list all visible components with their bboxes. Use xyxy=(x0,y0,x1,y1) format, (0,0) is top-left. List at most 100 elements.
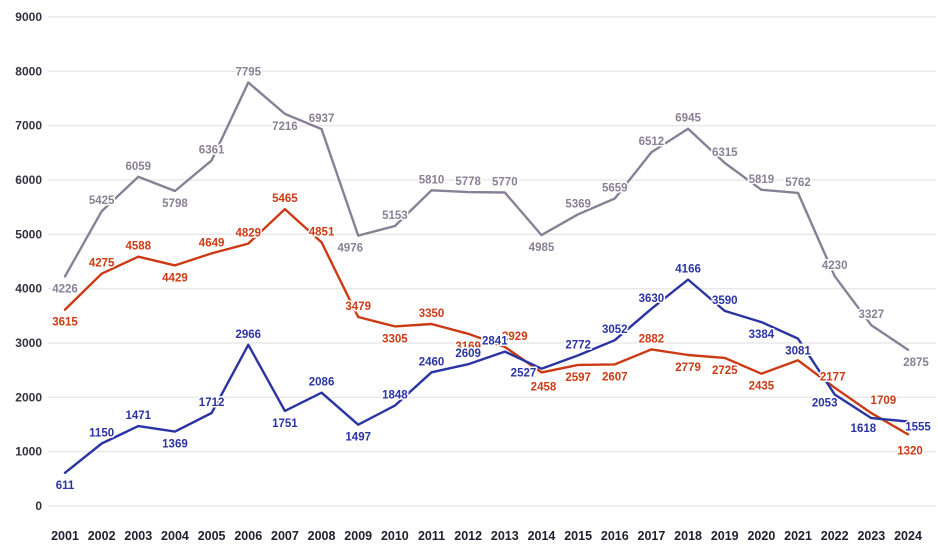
blue-series-point-label: 1150 xyxy=(89,428,114,440)
red-series-point-label: 4275 xyxy=(89,258,115,270)
gray-series-point-label: 7216 xyxy=(272,121,298,133)
blue-series-point-label: 2053 xyxy=(812,397,838,409)
y-axis-tick-label: 1000 xyxy=(15,445,42,459)
x-axis-tick-label: 2023 xyxy=(857,529,885,543)
x-axis-tick-label: 2024 xyxy=(894,529,922,543)
red-series-point-label: 3169 xyxy=(455,341,481,353)
gray-series-point-label: 4976 xyxy=(337,243,363,255)
red-series-point-label: 2882 xyxy=(639,333,665,345)
x-axis-tick-label: 2019 xyxy=(711,529,739,543)
y-axis-tick-label: 6000 xyxy=(15,173,42,187)
blue-series-point-label: 1848 xyxy=(382,390,408,402)
blue-series-point-label: 3590 xyxy=(712,295,738,307)
red-series-point-label: 4649 xyxy=(199,237,225,249)
red-series-line xyxy=(63,207,910,436)
red-series-point-label: 2725 xyxy=(712,365,738,377)
gray-series-point-label: 5659 xyxy=(602,183,628,195)
red-series-point-label: 2597 xyxy=(565,372,591,384)
gray-series-point-label: 5770 xyxy=(492,176,518,188)
gray-series-line xyxy=(63,81,910,351)
gray-series-point-label: 5153 xyxy=(382,210,408,222)
blue-series-point-label: 1369 xyxy=(162,439,188,451)
x-axis-tick-label: 2001 xyxy=(51,529,79,543)
red-series-point-label: 2779 xyxy=(675,362,701,374)
gray-series-point-label: 5369 xyxy=(565,198,591,210)
blue-series-point-label: 2841 xyxy=(482,336,508,348)
y-axis-tick-label: 5000 xyxy=(15,227,42,241)
blue-series-point-label: 1712 xyxy=(199,397,225,409)
blue-series-point-label: 2966 xyxy=(235,329,261,341)
red-series-point-label: 2458 xyxy=(531,381,557,393)
x-axis-tick-label: 2010 xyxy=(381,529,409,543)
gray-series-point-label: 7795 xyxy=(235,66,261,78)
y-axis-tick-label: 9000 xyxy=(15,10,42,24)
x-axis-tick-label: 2002 xyxy=(88,529,116,543)
x-axis-tick-label: 2004 xyxy=(161,529,189,543)
gray-series-point-label: 6937 xyxy=(309,113,335,125)
blue-series-point-label: 4166 xyxy=(675,264,701,276)
blue-series-point-label: 1471 xyxy=(126,410,152,422)
red-series-point-label: 2681 xyxy=(785,344,811,356)
gray-series-point-label: 5778 xyxy=(455,176,481,188)
x-axis-tick-label: 2008 xyxy=(308,529,336,543)
blue-series-line xyxy=(63,278,910,474)
x-axis-tick-label: 2009 xyxy=(344,529,372,543)
y-axis-tick-label: 3000 xyxy=(15,336,42,350)
red-series-point-label: 3350 xyxy=(419,308,445,320)
y-axis-tick-label: 4000 xyxy=(15,282,42,296)
red-series-point-label: 4429 xyxy=(162,272,188,284)
red-series-point-label: 3305 xyxy=(382,333,408,345)
x-axis-tick-label: 2003 xyxy=(124,529,152,543)
blue-series-point-label: 1497 xyxy=(345,432,371,444)
gray-series-point-label: 6512 xyxy=(639,136,665,148)
y-axis-tick-label: 7000 xyxy=(15,119,42,133)
gray-series-point-label: 2875 xyxy=(903,357,929,369)
blue-series-point-label: 1618 xyxy=(851,423,877,435)
blue-series-point-label: 2460 xyxy=(419,356,445,368)
gray-series-point-label: 5810 xyxy=(419,174,445,186)
red-series-point-label: 3479 xyxy=(345,301,371,313)
gray-series-point-label: 6361 xyxy=(199,144,225,156)
x-axis-tick-label: 2006 xyxy=(234,529,262,543)
blue-series-point-label: 1555 xyxy=(905,422,931,434)
x-axis-tick-label: 2016 xyxy=(601,529,629,543)
x-axis-tick-label: 2021 xyxy=(784,529,812,543)
gray-series-point-label: 3327 xyxy=(859,309,885,321)
blue-series-point-label: 3081 xyxy=(785,346,811,358)
red-series-point-label: 1709 xyxy=(871,395,897,407)
blue-series-point-label: 2772 xyxy=(565,339,591,351)
gray-series-point-label: 5798 xyxy=(162,198,188,210)
blue-series-point-label: 2086 xyxy=(309,377,335,389)
x-axis-tick-label: 2007 xyxy=(271,529,299,543)
x-axis-tick-label: 2011 xyxy=(418,529,445,543)
red-series-point-label: 4588 xyxy=(126,241,152,253)
x-axis-tick-label: 2018 xyxy=(674,529,702,543)
x-axis-tick-label: 2020 xyxy=(747,529,775,543)
blue-series-point-label: 3052 xyxy=(602,324,628,336)
red-series-point-label: 4829 xyxy=(235,228,261,240)
y-axis-tick-label: 2000 xyxy=(15,390,42,404)
gray-series-point-label: 4985 xyxy=(529,242,555,254)
gray-series-point-label: 6315 xyxy=(712,147,738,159)
y-axis-tick-label: 8000 xyxy=(15,64,42,78)
red-series-point-label: 2929 xyxy=(502,331,528,343)
x-axis-tick-label: 2022 xyxy=(821,529,849,543)
x-axis-tick-label: 2015 xyxy=(564,529,592,543)
gray-series-point-label: 4230 xyxy=(822,260,848,272)
x-axis-tick-label: 2014 xyxy=(528,529,556,543)
blue-series-point-label: 2527 xyxy=(511,368,537,380)
gray-series-point-label: 6945 xyxy=(675,113,701,125)
gray-series-point-label: 5819 xyxy=(749,174,775,186)
blue-series-point-label: 3384 xyxy=(749,329,775,341)
x-axis-tick-label: 2017 xyxy=(638,529,666,543)
blue-series-point-label: 1751 xyxy=(272,418,298,430)
red-series-point-label: 2177 xyxy=(820,372,846,384)
x-axis-tick-label: 2005 xyxy=(198,529,226,543)
red-series-point-label: 4851 xyxy=(309,226,335,238)
gray-series-point-label: 5762 xyxy=(785,177,811,189)
blue-series-point-label: 3630 xyxy=(639,293,665,305)
red-series-point-label: 5465 xyxy=(272,193,298,205)
gray-series-point-label: 4226 xyxy=(52,283,78,295)
